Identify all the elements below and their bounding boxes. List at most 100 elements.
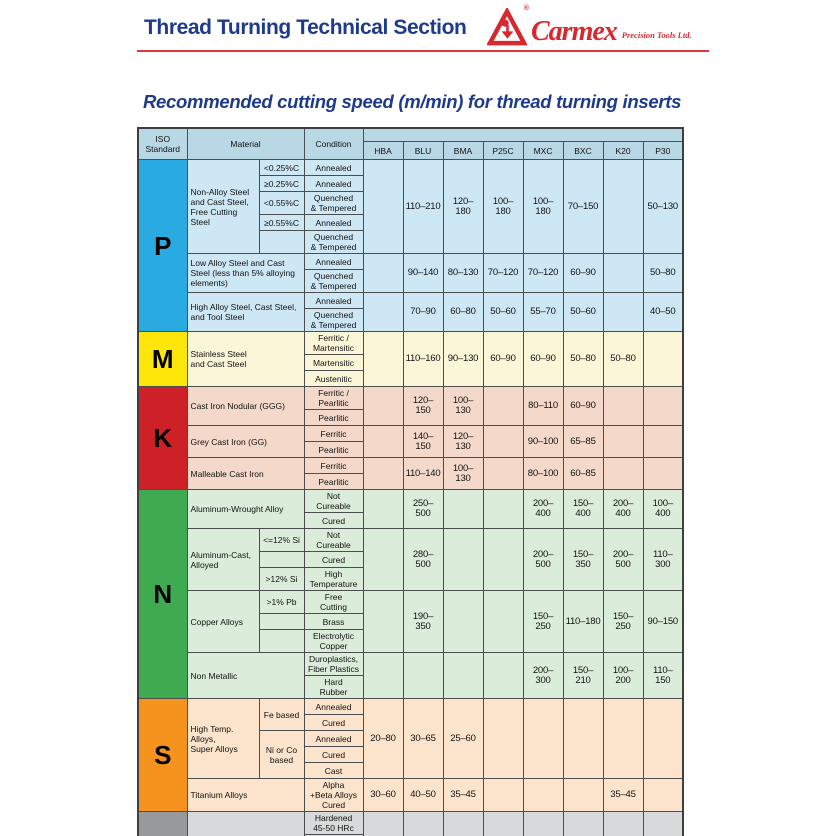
value-cell-bxc: 60–85 <box>562 457 604 490</box>
material-subtype-cell <box>258 629 305 653</box>
table-row: ≥0.25%C Annealed <box>138 175 683 192</box>
value-cell-mxc: 80–110 <box>522 386 564 426</box>
table-header: ISO Standard Material Condition HBA BLU … <box>137 127 684 160</box>
value-cell-p30: 100–400 <box>642 489 684 529</box>
condition-cell: Hard Rubber <box>303 675 364 699</box>
value-cell-bxc: 150–210 <box>562 652 604 699</box>
material-subtype-cell: ≥0.55%C <box>258 214 305 231</box>
value-cell-bma: 100–130 <box>442 457 484 490</box>
table-row: Non Metallic Duroplastics, Fiber Plastics… <box>138 652 684 699</box>
material-cell: Grey Cast Iron (GG) <box>186 425 305 458</box>
material-cell: Aluminum-Wrought Alloy <box>186 489 305 529</box>
value-cell-bxc: 150–400 <box>562 489 604 529</box>
table-row: Pearlitic <box>138 409 683 426</box>
material-cell: Non-Alloy Steel and Cast Steel, Free Cut… <box>186 159 260 254</box>
value-cell-k20: 100–200 <box>602 652 644 699</box>
value-cell-k20 <box>602 292 644 332</box>
value-cell-k20: 200–400 <box>602 489 644 529</box>
condition-cell: Cured <box>303 714 364 731</box>
value-cell-mxc <box>522 698 564 779</box>
value-cell-hba <box>362 331 404 387</box>
value-cell-blu: 30–65 <box>402 698 444 779</box>
value-cell-blu: 140–150 <box>402 425 444 458</box>
value-cell-hba <box>362 457 404 490</box>
value-cell-bxc: 60–90 <box>562 253 604 293</box>
value-cell-blu: 110–140 <box>402 457 444 490</box>
table-row: Copper Alloys >1% Pb Free Cutting 190–350 15… <box>138 590 684 653</box>
value-cell-bma: 35–45 <box>442 778 484 812</box>
value-cell-bma: 120–180 <box>442 159 484 254</box>
condition-cell: Pearlitic <box>303 473 364 490</box>
condition-cell: Austenitic <box>303 370 364 387</box>
value-cell-hba: 20–80 <box>362 698 404 779</box>
value-cell-k20 <box>602 425 644 458</box>
condition-cell: Ferritic / Pearlitic <box>303 386 364 410</box>
value-cell-p30 <box>642 811 684 836</box>
value-cell-hba <box>362 386 404 426</box>
value-cell-p25c: 70–120 <box>482 253 524 293</box>
material-cell: Malleable Cast Iron <box>186 457 305 490</box>
value-cell-p25c: 100–180 <box>482 159 524 254</box>
grade-header-row: HBA BLU BMA P25C MXC BXC K20 P30 <box>138 141 684 160</box>
value-cell-p30: 90–150 <box>642 590 684 653</box>
material-cell: Copper Alloys <box>186 590 260 653</box>
condition-cell: Ferritic / Martensitic <box>303 331 364 355</box>
value-cell-bma <box>442 590 484 653</box>
table-row: Cast <box>138 762 683 779</box>
value-cell-hba <box>362 489 404 529</box>
value-cell-bma: 35–45 <box>442 811 484 836</box>
table-row: Cured <box>138 551 683 568</box>
col-header-grade-mxc: MXC <box>522 141 564 160</box>
value-cell-blu: 280–500 <box>402 528 444 591</box>
value-cell-blu: 40–50 <box>402 778 444 812</box>
value-cell-k20: 50–80 <box>602 331 644 387</box>
value-cell-bxc: 150–350 <box>562 528 604 591</box>
value-cell-k20: 200–500 <box>602 528 644 591</box>
value-cell-blu: 120–150 <box>402 386 444 426</box>
carmex-logo: ® Carmex Precision Tools Ltd. <box>487 5 692 47</box>
condition-cell: Cured <box>303 746 364 763</box>
table-row: N Aluminum-Wrought Alloy Not Cureable 250–5… <box>137 489 684 699</box>
value-cell-bxc: 65–85 <box>562 425 604 458</box>
table-row: Hardened 51-55 HRc <box>138 834 683 836</box>
value-cell-p25c <box>482 489 524 529</box>
iso-letter-cell: S <box>137 698 188 812</box>
condition-cell: Not Cureable <box>303 528 364 552</box>
value-cell-k20 <box>602 386 644 426</box>
value-cell-p30 <box>642 425 684 458</box>
table-row: Pearlitic <box>138 473 683 490</box>
value-cell-bma <box>442 489 484 529</box>
value-cell-blu: 70–90 <box>402 292 444 332</box>
material-subtype-cell: >12% Si <box>258 567 305 591</box>
value-cell-mxc: 90–100 <box>522 425 564 458</box>
brand-name: Carmex <box>531 16 618 47</box>
value-cell-k20 <box>602 811 644 836</box>
col-header-grade-bxc: BXC <box>562 141 604 160</box>
condition-cell: Annealed <box>303 253 364 270</box>
col-header-grade-p25c: P25C <box>482 141 524 160</box>
table-row: P Non-Alloy Steel and Cast Steel, Free Cu… <box>137 159 684 332</box>
col-header-condition: Condition <box>303 127 364 160</box>
condition-cell: Annealed <box>303 730 364 747</box>
value-cell-bxc <box>562 698 604 779</box>
value-cell-k20 <box>602 159 644 254</box>
condition-cell: Cured <box>303 551 364 568</box>
condition-cell: Cast <box>303 762 364 779</box>
table-row: Titanium Alloys Alpha +Beta Alloys Cured 3… <box>138 778 684 812</box>
table-row: Aluminum-Cast, Alloyed <=12% Si Not Cureab… <box>138 528 684 591</box>
material-subtype-cell: <0.25%C <box>258 159 305 176</box>
material-cell: Hardened Steel <box>186 811 305 836</box>
value-cell-bma: 90–130 <box>442 331 484 387</box>
value-cell-blu <box>402 652 444 699</box>
value-cell-bxc: 60–90 <box>562 386 604 426</box>
material-subtype-cell: >1% Pb <box>258 590 305 614</box>
value-cell-blu: 90–140 <box>402 253 444 293</box>
value-cell-p25c <box>482 386 524 426</box>
value-cell-p30: 40–50 <box>642 292 684 332</box>
value-cell-mxc: 150–250 <box>522 590 564 653</box>
value-cell-bxc <box>562 778 604 812</box>
condition-cell: Annealed <box>303 698 364 715</box>
material-cell: Cast Iron Nodular (GGG) <box>186 386 305 426</box>
carmex-triangle-icon: ® <box>487 5 529 47</box>
value-cell-mxc: 100–180 <box>522 159 564 254</box>
